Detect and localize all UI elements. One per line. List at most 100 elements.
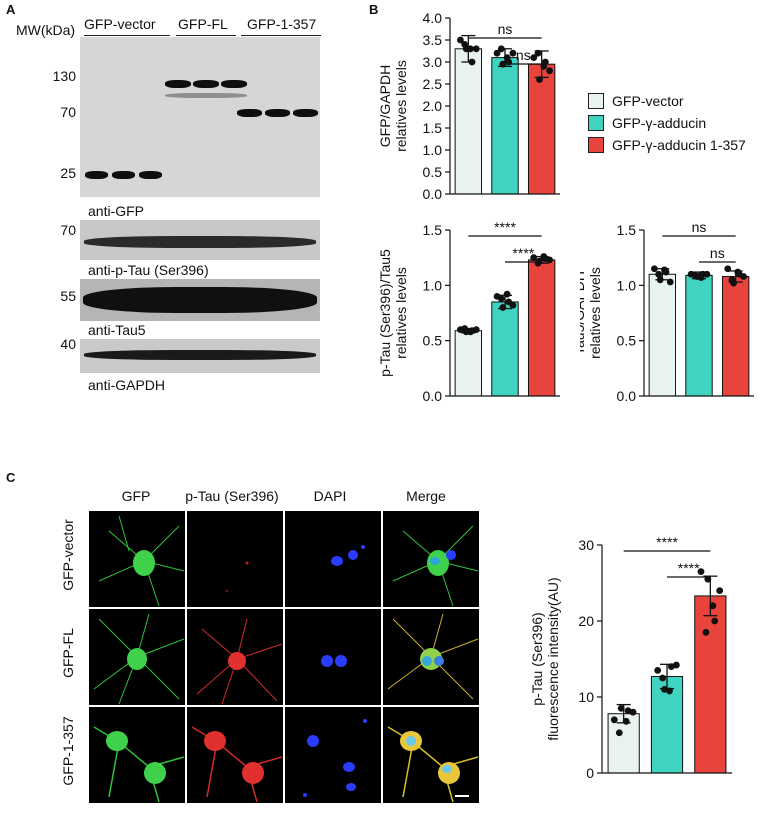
y-tick-label: 1.5 — [423, 120, 443, 136]
legend-label: GFP-γ-adducin 1-357 — [612, 137, 746, 153]
blot-band — [84, 350, 316, 360]
y-tick-label: 20 — [578, 613, 594, 629]
mw-marker-25: 25 — [60, 165, 76, 181]
micrograph-1-357-dapi — [284, 706, 382, 804]
significance-label: **** — [512, 245, 534, 261]
chart-ptau-tau5: 0.0 0.5 1.0 1.5 p-Tau (Ser396)/Tau5 relatives… — [377, 219, 560, 404]
micrograph-column-merge: Merge — [406, 488, 446, 504]
blot-band-faint — [165, 93, 247, 98]
micrograph-1-357-gfp — [88, 706, 186, 804]
blot-band — [221, 80, 247, 88]
data-point — [617, 705, 625, 712]
bar — [648, 273, 677, 397]
significance-label: ns — [498, 21, 513, 37]
data-point — [493, 49, 501, 57]
y-tick-label: 4.0 — [423, 10, 443, 26]
panel-label-a: A — [6, 2, 16, 17]
y-tick-label: 10 — [578, 689, 594, 705]
y-tick-label: 1.0 — [617, 277, 637, 293]
group-label-1-357: GFP-1-357 — [247, 16, 317, 32]
micrograph-vector-ptau — [186, 510, 284, 608]
data-point — [615, 729, 623, 737]
data-point — [702, 629, 710, 636]
micrograph-row-vector: GFP-vector — [60, 519, 76, 591]
y-axis-label: fluorescence intensity(AU) — [545, 577, 561, 740]
data-point — [472, 45, 480, 53]
data-point — [497, 295, 505, 303]
data-point — [716, 587, 724, 594]
legend-swatch — [588, 115, 604, 131]
chart-fluorescence-intensity: 0 10 20 30 p-Tau (Ser396) fluorescence intens… — [529, 535, 732, 781]
micrograph-1-357-merge — [382, 706, 480, 804]
antibody-label-ptau: anti-p-Tau (Ser396) — [88, 262, 209, 278]
blot-band — [165, 80, 191, 88]
bar — [491, 57, 519, 195]
y-axis-label: p-Tau (Ser396) — [529, 612, 545, 705]
group-underline-vector — [84, 35, 170, 36]
y-tick-label: 1.0 — [423, 277, 443, 293]
data-point — [629, 708, 637, 716]
blot-band — [85, 171, 108, 179]
antibody-label-gapdh: anti-GAPDH — [88, 377, 166, 393]
mw-marker-40: 40 — [60, 336, 76, 352]
micrograph-row-fl: GFP-FL — [60, 628, 76, 678]
data-point — [461, 41, 469, 48]
mw-marker-130: 130 — [52, 68, 76, 84]
antibody-label-tau5: anti-Tau5 — [88, 322, 146, 338]
micrograph-vector-merge — [382, 510, 480, 608]
blot-band — [293, 109, 318, 117]
y-tick-label: 1.5 — [617, 222, 637, 238]
data-point — [546, 67, 553, 75]
significance-label: **** — [494, 219, 516, 235]
data-point — [509, 49, 517, 57]
data-point — [711, 617, 719, 625]
legend-swatch — [588, 93, 604, 109]
blot-band — [237, 109, 262, 117]
data-point — [672, 661, 680, 669]
y-tick-label: 0.5 — [617, 333, 637, 349]
legend-item: GFP-γ-adducin — [588, 112, 746, 134]
y-tick-label: 0 — [586, 765, 594, 781]
y-tick-label: 0.0 — [423, 388, 443, 404]
blot-anti-tau5 — [80, 279, 320, 321]
significance-label: **** — [678, 560, 700, 576]
micrograph-fl-dapi — [284, 608, 382, 706]
bar — [454, 330, 483, 397]
data-point — [691, 271, 699, 279]
blot-band — [139, 171, 162, 179]
y-tick-label: 0.0 — [423, 186, 443, 202]
chart-gfp-gapdh: 0.0 0.5 1.0 1.5 2.0 2.5 3.0 3.5 4.0 GFP/GAPDH rela… — [377, 10, 560, 202]
significance-label: **** — [656, 535, 678, 550]
mw-label: MW(kDa) — [16, 22, 76, 38]
blot-band — [112, 171, 135, 179]
data-point — [740, 273, 747, 280]
bar — [454, 48, 483, 195]
micrograph-fl-merge — [382, 608, 480, 706]
data-point — [651, 265, 658, 273]
data-point — [509, 301, 517, 309]
micrograph-1-357-ptau — [186, 706, 284, 804]
blot-anti-gfp — [80, 37, 320, 197]
data-point — [697, 568, 705, 575]
legend-swatch — [588, 137, 604, 153]
y-tick-label: 0.0 — [617, 388, 637, 404]
data-point — [530, 54, 538, 61]
mw-marker-70b: 70 — [60, 222, 76, 238]
y-tick-label: 3.0 — [423, 54, 443, 70]
y-tick-label: 1.0 — [423, 142, 443, 158]
data-point — [654, 667, 662, 674]
data-point — [659, 674, 667, 682]
bar — [491, 301, 519, 397]
scale-bar — [455, 795, 469, 797]
group-label-fl: GFP-FL — [178, 16, 228, 32]
panel-label-b: B — [369, 2, 379, 17]
y-axis-label: p-Tau (Ser396)/Tau5 — [377, 249, 393, 377]
data-point — [655, 270, 663, 278]
mw-marker-55: 55 — [60, 288, 76, 304]
micrograph-vector-gfp — [88, 510, 186, 608]
group-label-vector: GFP-vector — [84, 16, 156, 32]
significance-label: ns — [516, 47, 531, 63]
micrograph-fl-ptau — [186, 608, 284, 706]
blot-anti-ptau — [80, 220, 320, 260]
y-tick-label: 3.5 — [423, 32, 443, 48]
